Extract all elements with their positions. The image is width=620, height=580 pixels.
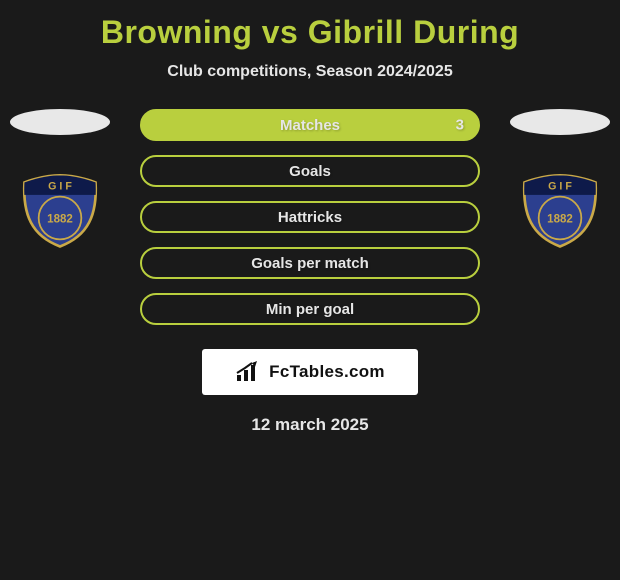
stat-value-right: 3	[456, 117, 464, 134]
stat-row-min-per-goal: Min per goal	[140, 293, 480, 325]
bar-chart-icon	[235, 361, 263, 383]
main-row: G I F 1882 Matches 3 Goals Hattricks	[0, 109, 620, 325]
stat-row-goals: Goals	[140, 155, 480, 187]
page-title: Browning vs Gibrill During	[101, 14, 519, 51]
comparison-card: Browning vs Gibrill During Club competit…	[0, 0, 620, 435]
badge-year: 1882	[47, 213, 73, 225]
stat-label: Matches	[280, 117, 340, 134]
player-left: G I F 1882	[10, 109, 110, 253]
shield-icon: G I F 1882	[15, 170, 105, 250]
club-badge-left: G I F 1882	[10, 167, 110, 253]
stat-label: Goals per match	[251, 255, 369, 272]
badge-initials: G I F	[48, 181, 72, 193]
stat-label: Hattricks	[278, 209, 342, 226]
stat-label: Min per goal	[266, 301, 354, 318]
date-text: 12 march 2025	[251, 415, 368, 435]
stat-row-goals-per-match: Goals per match	[140, 247, 480, 279]
brand-watermark: FcTables.com	[202, 349, 418, 395]
player-right: G I F 1882	[510, 109, 610, 253]
brand-label: FcTables.com	[269, 362, 385, 382]
stat-label: Goals	[289, 163, 331, 180]
page-subtitle: Club competitions, Season 2024/2025	[167, 63, 452, 81]
badge-year: 1882	[547, 213, 573, 225]
club-badge-right: G I F 1882	[510, 167, 610, 253]
stats-list: Matches 3 Goals Hattricks Goals per matc…	[140, 109, 480, 325]
stat-row-hattricks: Hattricks	[140, 201, 480, 233]
badge-initials: G I F	[548, 181, 572, 193]
stat-row-matches: Matches 3	[140, 109, 480, 141]
player-avatar-placeholder	[510, 109, 610, 135]
player-avatar-placeholder	[10, 109, 110, 135]
shield-icon: G I F 1882	[515, 170, 605, 250]
